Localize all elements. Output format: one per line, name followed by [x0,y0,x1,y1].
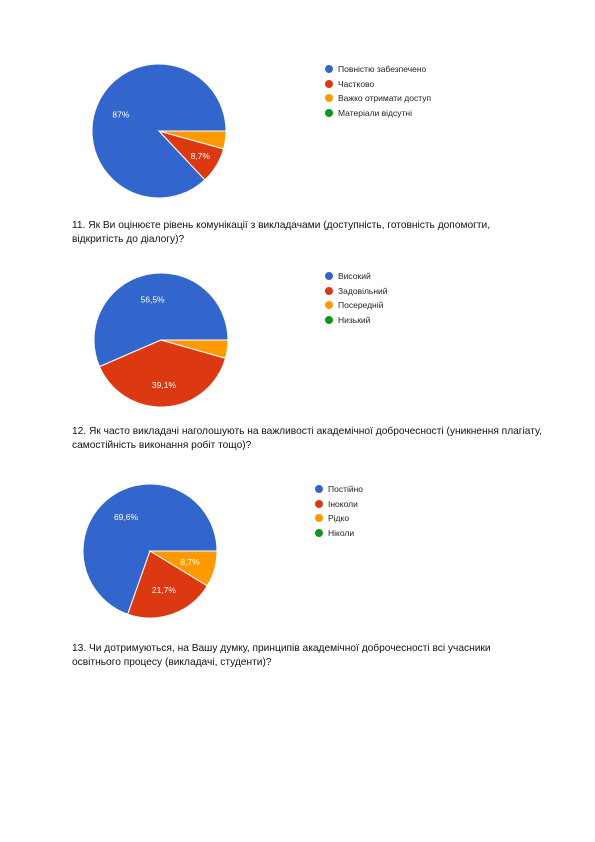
legend-3: Постійно Іноколи Рідко Ніколи [315,482,363,540]
legend-label: Частково [338,78,375,89]
legend-swatch [325,301,333,310]
legend-swatch [325,65,333,74]
pie-chart-3: 69,6% 21,7% 8,7% [0,470,300,630]
pie-slice [82,483,218,615]
legend-swatch [315,528,323,537]
legend-swatch [325,108,333,117]
legend-label: Задовільний [338,285,388,296]
slice-label: 87% [112,110,129,120]
slice-label: 21,7% [152,585,177,595]
legend-item: Ніколи [315,526,363,541]
legend-label: Важко отримати доступ [338,93,432,104]
question-11: 11. Як Ви оцінюєте рівень комунікації з … [72,220,491,245]
legend-label: Іноколи [328,498,358,509]
slice-label: 56,5% [141,294,166,304]
pie-slice [148,550,218,587]
legend-swatch [325,94,333,103]
legend-swatch [315,499,323,508]
legend-swatch [325,315,333,324]
legend-item: Посередній [325,298,388,313]
pie-chart-3-svg: 69,6% 21,7% 8,7% [82,483,218,619]
pie-slice [98,339,227,408]
legend-label: Низький [338,314,371,325]
legend-1: Повністю забезпечено Частково Важко отри… [325,62,431,120]
legend-item: Задовільний [325,284,388,299]
question-12: 12. Як часто викладачі наголошують на ва… [72,426,542,451]
legend-item: Високий [325,269,388,284]
legend-label: Посередній [338,300,384,311]
legend-swatch [325,79,333,88]
legend-item: Іноколи [315,497,363,512]
legend-2: Високий Задовільний Посередній Низький [325,269,388,327]
legend-label: Повністю забезпечено [338,64,427,75]
pie-slice [158,130,227,150]
legend-label: Високий [338,271,371,282]
pie-chart-2: 56,5% 39,1% [0,260,300,420]
pie-slice [127,550,208,619]
legend-label: Постійно [328,484,364,495]
slice-label: 69,6% [114,512,139,522]
pie-chart-1-svg: 87% 8,7% [91,63,227,199]
pie-slice [160,339,229,359]
question-13: 13. Чи дотримуються, на Вашу думку, прин… [72,643,491,668]
slice-label: 8,7% [191,151,211,161]
slice-label: 39,1% [152,380,177,390]
legend-item: Матеріали відсутні [325,106,431,121]
legend-item: Постійно [315,482,363,497]
pie-chart-1: 87% 8,7% [0,0,300,210]
pie-chart-2-svg: 56,5% 39,1% [93,272,229,408]
legend-label: Рідко [328,513,350,524]
legend-swatch [325,272,333,281]
slice-label: 8,7% [180,557,200,567]
legend-label: Ніколи [328,527,355,538]
legend-item: Повністю забезпечено [325,62,431,77]
legend-item: Частково [325,77,431,92]
legend-label: Матеріали відсутні [338,107,412,118]
legend-swatch [325,286,333,295]
legend-item: Рідко [315,511,363,526]
legend-item: Низький [325,313,388,328]
legend-swatch [315,514,323,523]
pie-slice [93,272,229,368]
legend-item: Важко отримати доступ [325,91,431,106]
legend-swatch [315,485,323,494]
